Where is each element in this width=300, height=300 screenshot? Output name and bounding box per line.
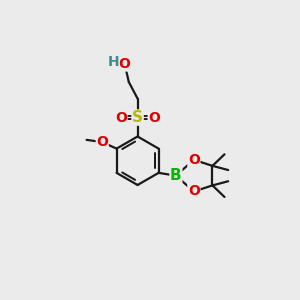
Text: S: S xyxy=(132,110,143,125)
Text: O: O xyxy=(96,135,108,149)
Text: H: H xyxy=(107,55,119,69)
Text: O: O xyxy=(188,184,200,199)
Text: O: O xyxy=(119,57,130,71)
Text: O: O xyxy=(148,110,160,124)
Text: O: O xyxy=(188,153,200,167)
Text: O: O xyxy=(115,110,127,124)
Text: B: B xyxy=(170,168,182,183)
